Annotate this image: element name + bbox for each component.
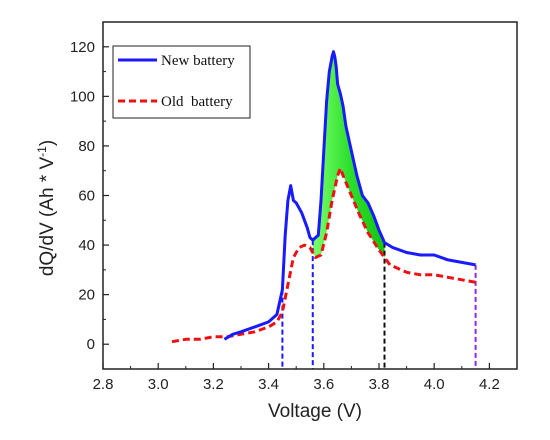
x-axis-ticks: 2.8 3.0 3.2 3.4 3.6 3.8 4.0 4.2 <box>93 363 500 393</box>
x-tick-label: 4.0 <box>424 376 445 393</box>
series-line-old-battery <box>171 166 476 344</box>
y-tick-label: 60 <box>78 188 95 205</box>
y-tick-label: 100 <box>70 88 95 105</box>
x-tick-label: 3.8 <box>369 376 390 393</box>
y-axis-title-superscript: -1 <box>35 146 49 157</box>
legend-box <box>112 45 251 119</box>
y-tick-label: 120 <box>70 39 95 56</box>
y-axis-title-close: ) <box>37 140 58 146</box>
vertical-marker-layer <box>281 240 477 369</box>
x-tick-label: 3.6 <box>313 376 334 393</box>
legend: New battery Old battery <box>112 45 251 119</box>
y-axis-title-main: dQ/dV (Ah * V <box>37 157 58 277</box>
y-tick-label: 0 <box>87 336 95 353</box>
y-tick-label: 80 <box>78 138 95 155</box>
x-tick-label: 2.8 <box>93 376 114 393</box>
x-tick-label: 3.4 <box>258 376 279 393</box>
x-tick-label: 3.0 <box>148 376 169 393</box>
x-axis-title: Voltage (V) <box>268 401 362 422</box>
y-tick-label: 40 <box>78 237 95 254</box>
series-layer <box>171 50 476 344</box>
y-axis-title: dQ/dV (Ah * V-1) <box>35 140 58 276</box>
y-axis-ticks: 0 20 40 60 80 100 120 <box>70 39 109 353</box>
x-tick-label: 4.2 <box>479 376 500 393</box>
y-tick-label: 20 <box>78 287 95 304</box>
legend-label-new-battery: New battery <box>161 53 235 69</box>
series-line-new-battery <box>223 50 476 341</box>
x-tick-label: 3.2 <box>203 376 224 393</box>
legend-label-old-battery: Old battery <box>161 94 233 110</box>
